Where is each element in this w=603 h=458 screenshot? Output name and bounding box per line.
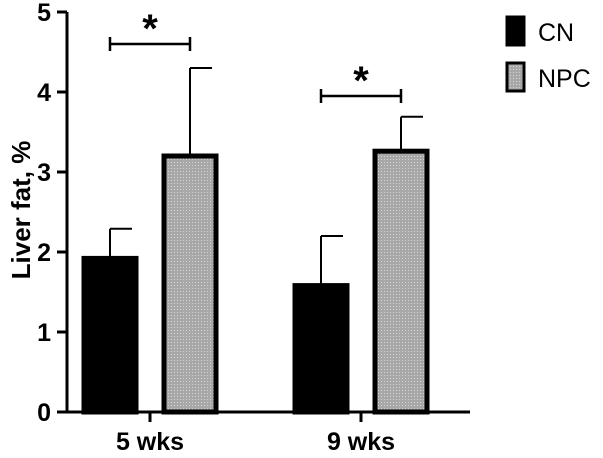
- y-tick-label: 3: [37, 159, 51, 187]
- y-tick-label: 5: [37, 0, 51, 27]
- x-tick-label: 9 wks: [327, 428, 395, 456]
- significance-star: *: [353, 59, 369, 103]
- bar-cn-9-wks: [292, 283, 350, 415]
- y-tick-label: 0: [37, 399, 51, 427]
- legend-swatch-cn: [505, 15, 526, 47]
- y-tick-label: 2: [37, 239, 51, 267]
- y-tick-label: 1: [37, 319, 51, 347]
- bar-npc-5-wks: [161, 153, 219, 415]
- y-axis-label: Liver fat, %: [6, 141, 36, 280]
- legend-label-cn: CN: [538, 19, 574, 47]
- x-tick-label: 5 wks: [116, 428, 184, 456]
- legend: CN NPC: [505, 15, 591, 93]
- significance-star: *: [142, 7, 158, 51]
- bar-cn-5-wks: [81, 255, 139, 415]
- plot-area: 0 1 2 3 4 5 5 wks 9 wks * *: [37, 0, 470, 456]
- legend-label-npc: NPC: [538, 65, 591, 93]
- legend-swatch-npc: [505, 61, 526, 93]
- y-tick-label: 4: [37, 79, 51, 107]
- bar-npc-9-wks: [372, 148, 430, 415]
